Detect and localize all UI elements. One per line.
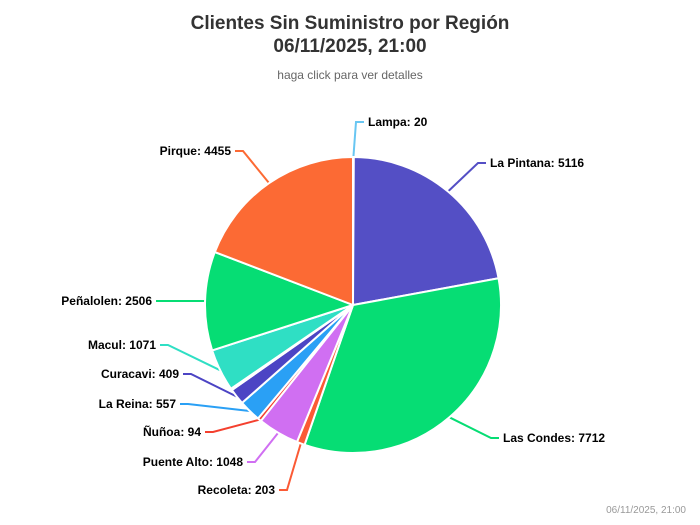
chart-subtitle: haga click para ver detalles	[277, 68, 422, 82]
label-connector-curacavi	[183, 373, 238, 398]
pie-slice-penalolen[interactable]	[204, 251, 354, 352]
data-label-macul: Macul: 1071	[88, 338, 156, 352]
pie-slice-las-condes[interactable]	[303, 277, 502, 454]
chart-title-line2: 06/11/2025, 21:00	[273, 36, 426, 57]
data-label-nunoa: Ñuñoa: 94	[143, 424, 201, 439]
data-labels: Lampa: 20 La Pintana: 5116 Las Condes: 771…	[60, 114, 606, 498]
data-label-penalolen: Peñalolen: 2506	[61, 294, 152, 308]
pie-slices	[204, 155, 502, 454]
chart-title-line1: Clientes Sin Suministro por Región	[191, 13, 510, 34]
data-label-pirque: Pirque: 4455	[160, 144, 232, 158]
pie-slice-la-pintana[interactable]	[352, 156, 500, 306]
data-label-recoleta: Recoleta: 203	[198, 483, 276, 497]
label-connector-pirque	[235, 150, 270, 184]
chart-timestamp-credit: 06/11/2025, 21:00	[606, 505, 686, 516]
data-label-puente-alto: Puente Alto: 1048	[143, 455, 244, 469]
label-connector-lampa	[352, 121, 364, 158]
pie-slice-pirque[interactable]	[213, 156, 354, 306]
label-connector-puente-alto	[247, 432, 279, 463]
data-label-la-pintana: La Pintana: 5116	[490, 156, 584, 170]
label-connector-las-condes	[448, 416, 499, 439]
label-connectors	[156, 121, 499, 491]
data-label-la-reina: La Reina: 557	[99, 397, 177, 411]
data-label-las-condes: Las Condes: 7712	[503, 431, 605, 445]
data-label-lampa: Lampa: 20	[368, 115, 428, 129]
label-connector-la-reina	[180, 403, 250, 412]
label-connector-nunoa	[205, 418, 260, 433]
label-connector-macul	[160, 344, 221, 372]
label-connector-la-pintana	[447, 162, 486, 193]
data-label-curacavi: Curacavi: 409	[101, 367, 179, 381]
label-connector-recoleta	[279, 443, 302, 491]
